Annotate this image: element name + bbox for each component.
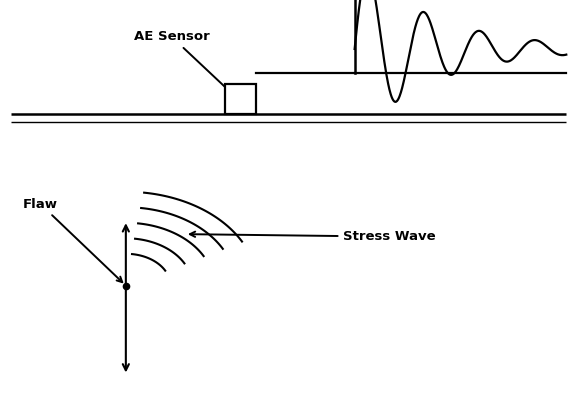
Text: AE Sensor: AE Sensor	[134, 30, 231, 93]
Bar	[224, 84, 256, 114]
Text: Stress Wave: Stress Wave	[190, 230, 436, 243]
Text: Flaw: Flaw	[23, 197, 122, 282]
